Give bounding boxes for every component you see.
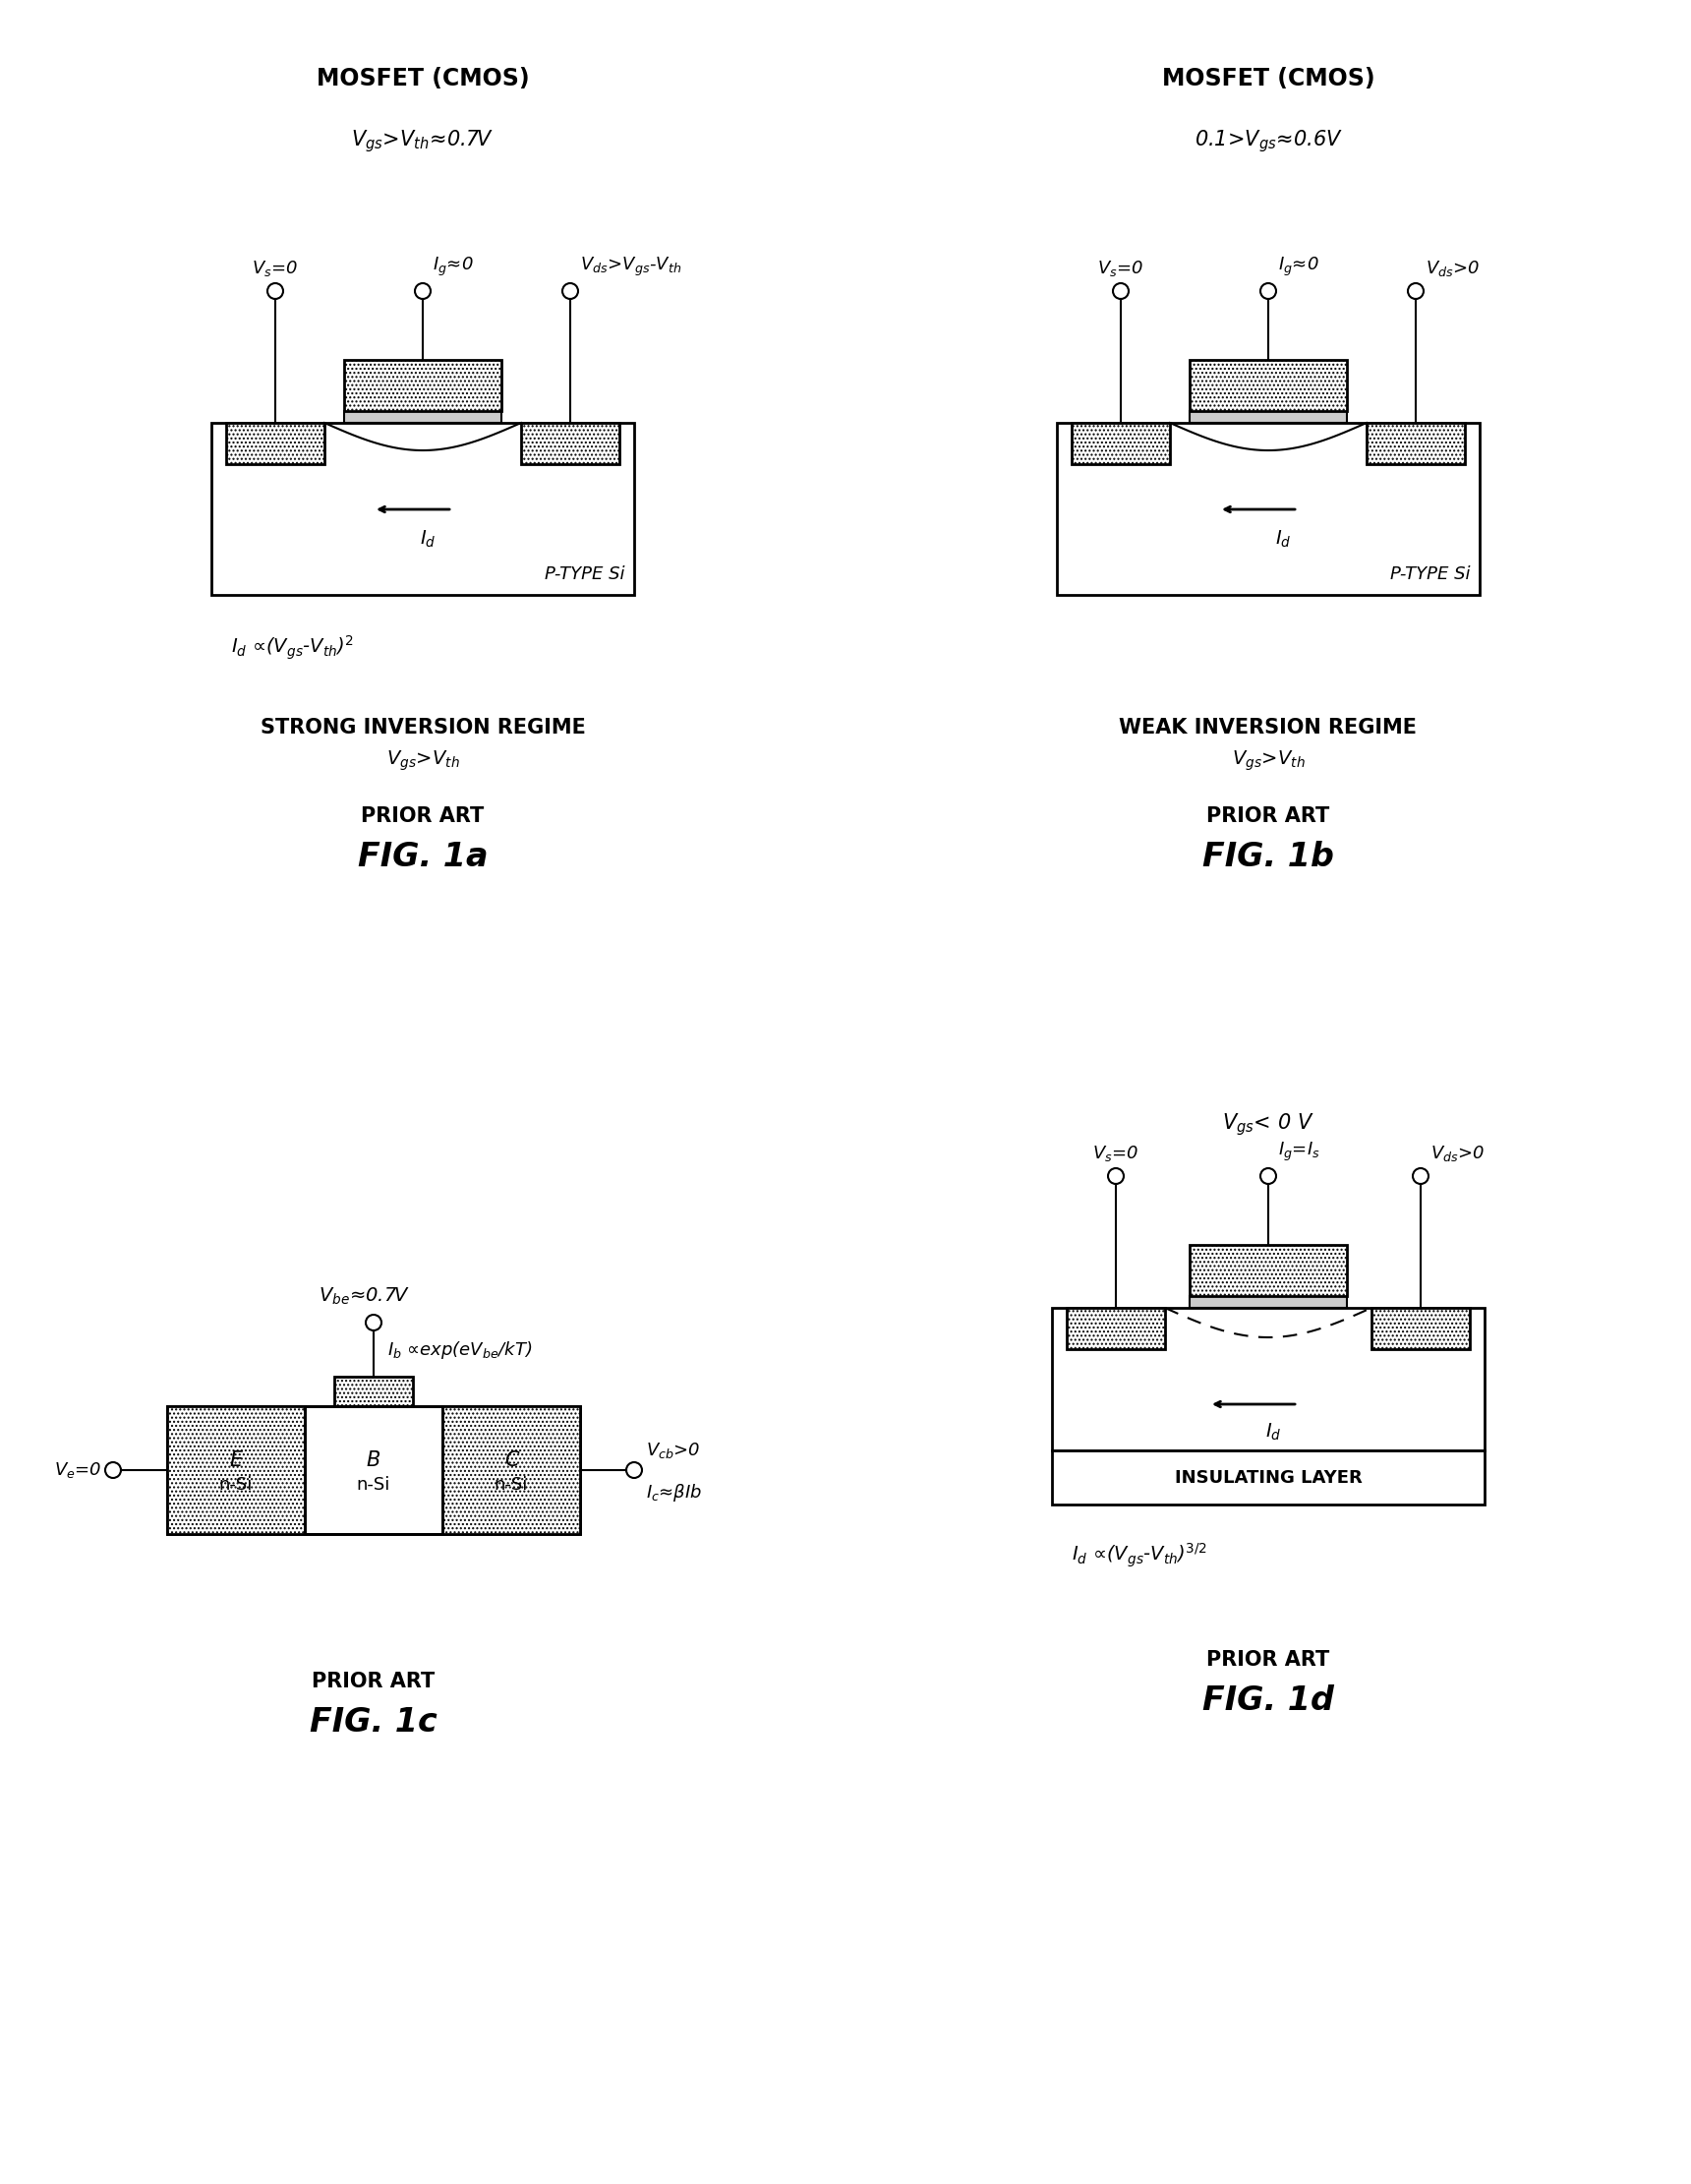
Text: I$_{g}$=I$_{s}$: I$_{g}$=I$_{s}$ [1278, 1140, 1321, 1164]
Text: PRIOR ART: PRIOR ART [1207, 806, 1329, 826]
Text: STRONG INVERSION REGIME: STRONG INVERSION REGIME [260, 719, 585, 738]
Bar [211, 424, 634, 594]
Text: INSULATING LAYER: INSULATING LAYER [1175, 1468, 1361, 1487]
Bar [1366, 424, 1464, 465]
Text: I$_{d}$: I$_{d}$ [1265, 1422, 1282, 1444]
Text: PRIOR ART: PRIOR ART [362, 806, 484, 826]
Bar [443, 1406, 580, 1533]
Text: n-Si: n-Si [357, 1476, 391, 1494]
Bar [1189, 1245, 1348, 1295]
Bar [521, 424, 619, 465]
Text: V$_{cb}$>0: V$_{cb}$>0 [646, 1441, 700, 1461]
Text: P-TYPE Si: P-TYPE Si [545, 566, 624, 583]
Text: n-Si: n-Si [494, 1476, 528, 1494]
Text: MOSFET (CMOS): MOSFET (CMOS) [1162, 68, 1375, 90]
Text: FIG. 1a: FIG. 1a [357, 841, 489, 874]
Text: V$_{s}$=0: V$_{s}$=0 [1097, 258, 1145, 277]
Text: FIG. 1d: FIG. 1d [1202, 1684, 1334, 1717]
Bar [1052, 1450, 1485, 1505]
Text: V$_{gs}$>V$_{th}$≈0.7V: V$_{gs}$>V$_{th}$≈0.7V [352, 129, 494, 155]
Text: I$_{c}$≈βIb: I$_{c}$≈βIb [646, 1483, 702, 1503]
Bar [1189, 411, 1348, 424]
Bar [1072, 424, 1170, 465]
Bar [167, 1406, 304, 1533]
Text: V$_{ds}$>0: V$_{ds}$>0 [1431, 1144, 1485, 1164]
Text: PRIOR ART: PRIOR ART [1207, 1651, 1329, 1671]
Text: C: C [504, 1450, 519, 1470]
Text: E: E [230, 1450, 242, 1470]
Text: V$_{ds}$>0: V$_{ds}$>0 [1426, 258, 1480, 277]
Text: B: B [367, 1450, 380, 1470]
Text: WEAK INVERSION REGIME: WEAK INVERSION REGIME [1119, 719, 1417, 738]
Bar [1057, 424, 1480, 594]
Bar [227, 424, 325, 465]
Text: V$_{be}$≈0.7V: V$_{be}$≈0.7V [318, 1286, 409, 1306]
Text: FIG. 1b: FIG. 1b [1202, 841, 1334, 874]
Text: MOSFET (CMOS): MOSFET (CMOS) [316, 68, 529, 90]
Bar [1189, 1295, 1348, 1308]
Text: V$_{e}$=0: V$_{e}$=0 [54, 1461, 101, 1481]
Bar [343, 360, 502, 411]
Text: I$_{d}$ ∝(V$_{gs}$-V$_{th}$)$^{2}$: I$_{d}$ ∝(V$_{gs}$-V$_{th}$)$^{2}$ [232, 633, 353, 662]
Text: I$_{d}$: I$_{d}$ [1275, 529, 1292, 550]
Text: V$_{gs}$>V$_{th}$: V$_{gs}$>V$_{th}$ [1231, 749, 1305, 773]
Text: V$_{s}$=0: V$_{s}$=0 [1092, 1144, 1140, 1164]
Bar [1067, 1308, 1165, 1350]
Text: V$_{gs}$>V$_{th}$: V$_{gs}$>V$_{th}$ [386, 749, 460, 773]
Text: P-TYPE Si: P-TYPE Si [1390, 566, 1469, 583]
Text: I$_{d}$ ∝(V$_{gs}$-V$_{th}$)$^{3/2}$: I$_{d}$ ∝(V$_{gs}$-V$_{th}$)$^{3/2}$ [1072, 1542, 1207, 1570]
Text: PRIOR ART: PRIOR ART [313, 1671, 435, 1690]
Bar [343, 411, 502, 424]
Bar [335, 1376, 413, 1406]
Text: V$_{gs}$< 0 V: V$_{gs}$< 0 V [1223, 1112, 1314, 1138]
Text: I$_{b}$ ∝exp(eV$_{be}$/kT): I$_{b}$ ∝exp(eV$_{be}$/kT) [387, 1339, 533, 1361]
Bar [167, 1406, 580, 1533]
Text: n-Si: n-Si [220, 1476, 254, 1494]
Bar [1371, 1308, 1469, 1350]
Bar [167, 1406, 580, 1533]
Text: I$_{g}$≈0: I$_{g}$≈0 [1278, 256, 1319, 277]
Bar [1052, 1308, 1485, 1450]
Text: I$_{d}$: I$_{d}$ [419, 529, 436, 550]
Text: 0.1>V$_{gs}$≈0.6V: 0.1>V$_{gs}$≈0.6V [1194, 129, 1343, 155]
Text: FIG. 1c: FIG. 1c [309, 1706, 438, 1738]
Text: V$_{ds}$>V$_{gs}$-V$_{th}$: V$_{ds}$>V$_{gs}$-V$_{th}$ [580, 256, 681, 277]
Bar [1189, 360, 1348, 411]
Text: V$_{s}$=0: V$_{s}$=0 [252, 258, 299, 277]
Text: I$_{g}$≈0: I$_{g}$≈0 [433, 256, 473, 277]
